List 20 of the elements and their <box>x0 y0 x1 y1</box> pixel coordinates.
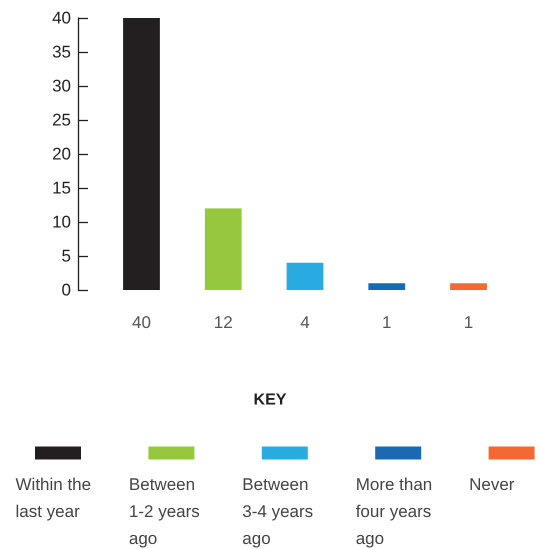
legend-title: KEY <box>254 392 287 408</box>
legend-label: Between 3-4 years ago <box>242 475 318 548</box>
y-tick-label: 35 <box>52 42 71 62</box>
x-tick-label: 40 <box>132 313 151 332</box>
x-tick-label: 12 <box>214 313 233 332</box>
y-tick-label: 20 <box>52 144 71 164</box>
x-tick-label: 1 <box>382 313 392 332</box>
y-tick-label: 30 <box>52 76 71 96</box>
y-tick-label: 5 <box>62 246 71 266</box>
x-tick-label: 4 <box>300 313 310 332</box>
legend-label: Within the last year <box>16 475 96 521</box>
y-tick-label: 0 <box>62 280 71 300</box>
y-tick-label: 10 <box>52 212 71 232</box>
legend-label: Never <box>469 475 515 494</box>
y-tick-label: 40 <box>52 8 71 28</box>
legend-label: Between 1-2 years ago <box>128 475 204 548</box>
legend-label: More than four years ago <box>356 475 437 548</box>
y-tick-label: 25 <box>52 110 71 130</box>
x-tick-label: 1 <box>464 313 474 332</box>
y-tick-label: 15 <box>52 178 71 198</box>
